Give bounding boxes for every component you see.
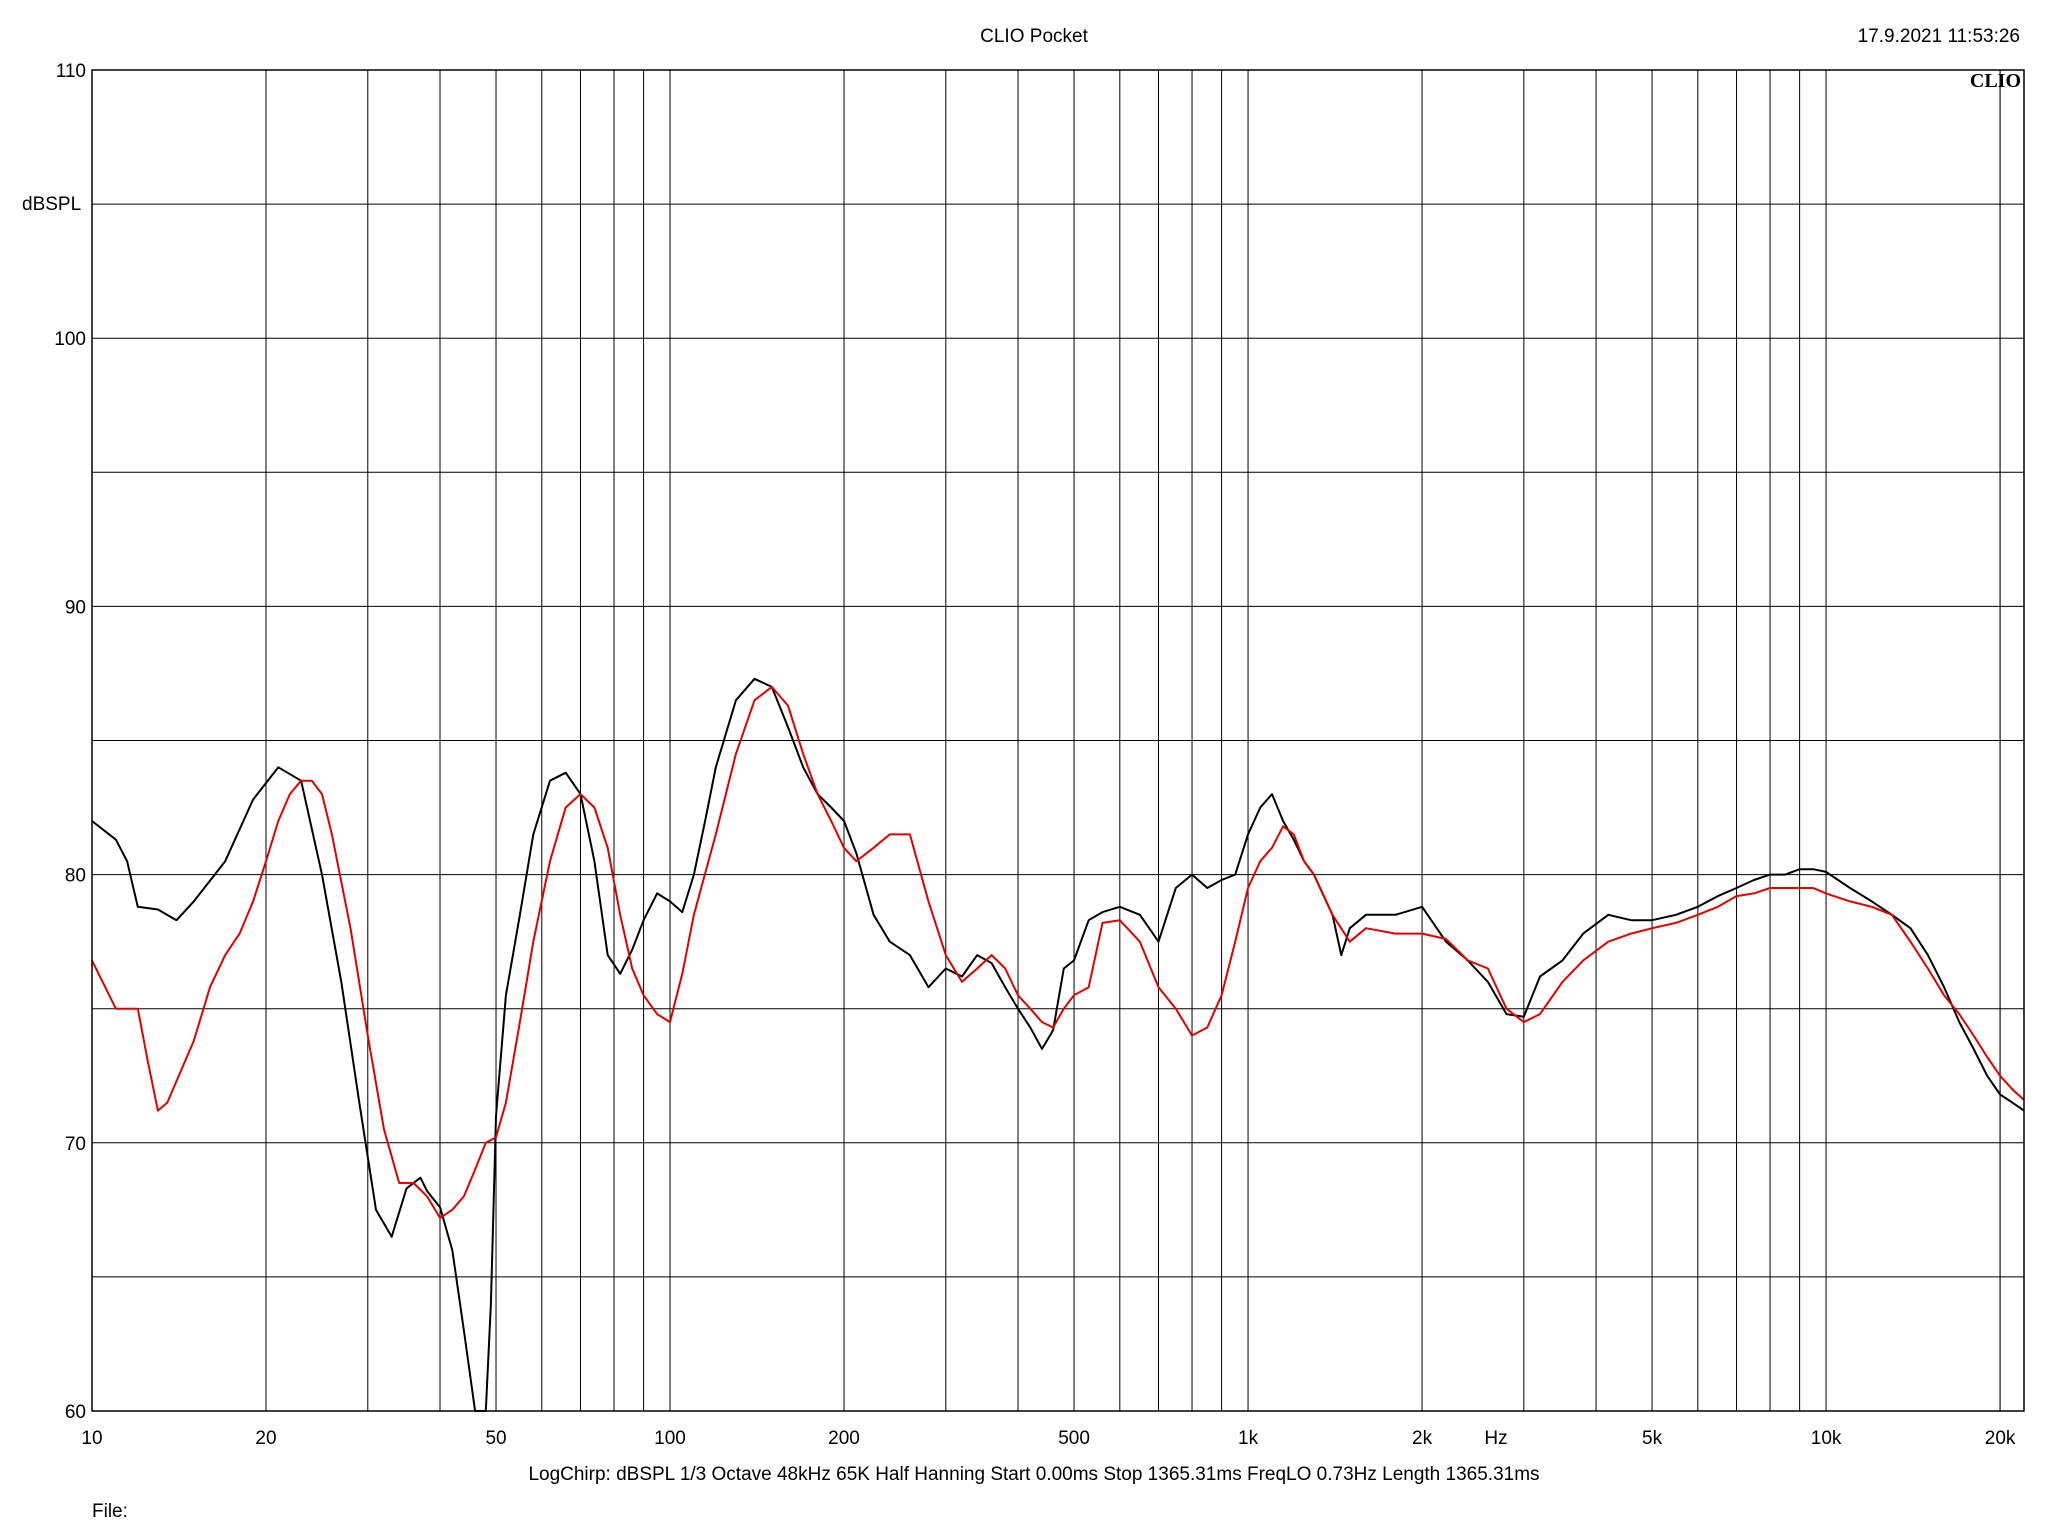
x-tick-label: 20k bbox=[1985, 1428, 2016, 1449]
timestamp: 17.9.2021 11:53:26 bbox=[1858, 26, 2020, 47]
plot-frame bbox=[91, 69, 2025, 1412]
chart-title: CLIO Pocket bbox=[980, 26, 1088, 47]
y-tick-label: 100 bbox=[54, 329, 86, 350]
series-layer bbox=[91, 677, 2025, 1412]
y-tick-label: 80 bbox=[65, 866, 86, 887]
x-tick-label: 200 bbox=[828, 1428, 860, 1449]
series-line-black bbox=[91, 677, 2025, 1412]
series-line-red bbox=[91, 685, 2025, 1219]
x-tick-label: 500 bbox=[1058, 1428, 1090, 1449]
x-tick-label: 1k bbox=[1238, 1428, 1259, 1449]
x-tick-labels: 10 20 50 100 200 500 1k 2k 5k 10k 20k bbox=[81, 1428, 2015, 1449]
x-tick-label: 50 bbox=[485, 1428, 506, 1449]
x-tick-label: 20 bbox=[255, 1428, 276, 1449]
x-tick-label: 2k bbox=[1412, 1428, 1433, 1449]
x-tick-label: 100 bbox=[654, 1428, 686, 1449]
y-tick-label: 90 bbox=[65, 597, 86, 618]
y-tick-label: 60 bbox=[65, 1402, 86, 1423]
y-axis-label: dBSPL bbox=[22, 194, 81, 215]
x-tick-label: 5k bbox=[1642, 1428, 1663, 1449]
grid bbox=[92, 70, 2024, 1411]
brand-logo: CLIO bbox=[1970, 70, 2021, 92]
y-tick-labels: 110 100 90 80 70 60 bbox=[54, 61, 86, 1423]
y-tick-label: 110 bbox=[56, 61, 86, 82]
file-label: File: bbox=[92, 1501, 128, 1522]
x-tick-label: 10k bbox=[1811, 1428, 1842, 1449]
measurement-params: LogChirp: dBSPL 1/3 Octave 48kHz 65K Hal… bbox=[528, 1464, 1539, 1485]
y-tick-label: 70 bbox=[65, 1134, 86, 1155]
x-axis-label: Hz bbox=[1484, 1428, 1507, 1449]
x-tick-label: 10 bbox=[81, 1428, 102, 1449]
